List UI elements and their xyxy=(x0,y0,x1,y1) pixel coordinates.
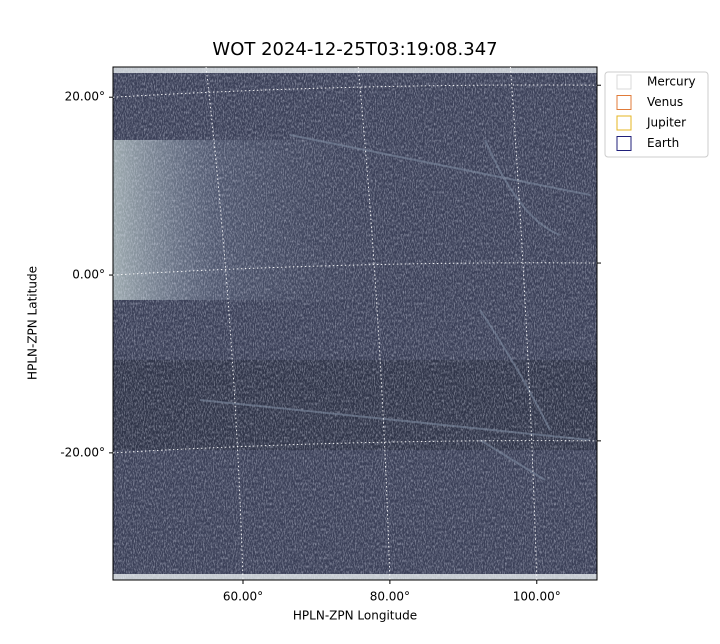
x-tick-label: 100.00° xyxy=(513,590,561,604)
x-tick-label: 80.00° xyxy=(370,590,410,604)
y-tick-label: 20.00° xyxy=(65,90,105,104)
legend-label: Earth xyxy=(647,136,679,150)
y-tick-label: -20.00° xyxy=(60,445,105,459)
legend-swatch xyxy=(616,136,632,151)
legend-swatch xyxy=(616,95,632,110)
image xyxy=(113,67,597,580)
x-axis-label: HPLN-ZPN Longitude xyxy=(293,609,417,623)
x-tick-label: 60.00° xyxy=(223,590,263,604)
legend-swatch xyxy=(616,74,632,90)
grid-line xyxy=(509,66,538,581)
legend xyxy=(604,71,709,158)
legend-label: Jupiter xyxy=(646,116,686,130)
axes-frame xyxy=(112,66,598,581)
chart-title: WOT 2024-12-25T03:19:08.347 xyxy=(212,39,497,60)
legend-label: Mercury xyxy=(647,75,696,89)
legend-label: Venus xyxy=(647,95,683,109)
grid-line xyxy=(357,66,391,581)
legend-swatch xyxy=(616,115,632,131)
y-tick-label: 0.00° xyxy=(72,268,105,282)
y-axis-label: HPLN-ZPN Latitude xyxy=(26,266,40,380)
